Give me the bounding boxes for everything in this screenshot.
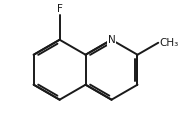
Text: N: N: [108, 35, 115, 45]
Text: F: F: [57, 4, 63, 14]
Text: CH₃: CH₃: [160, 38, 179, 48]
